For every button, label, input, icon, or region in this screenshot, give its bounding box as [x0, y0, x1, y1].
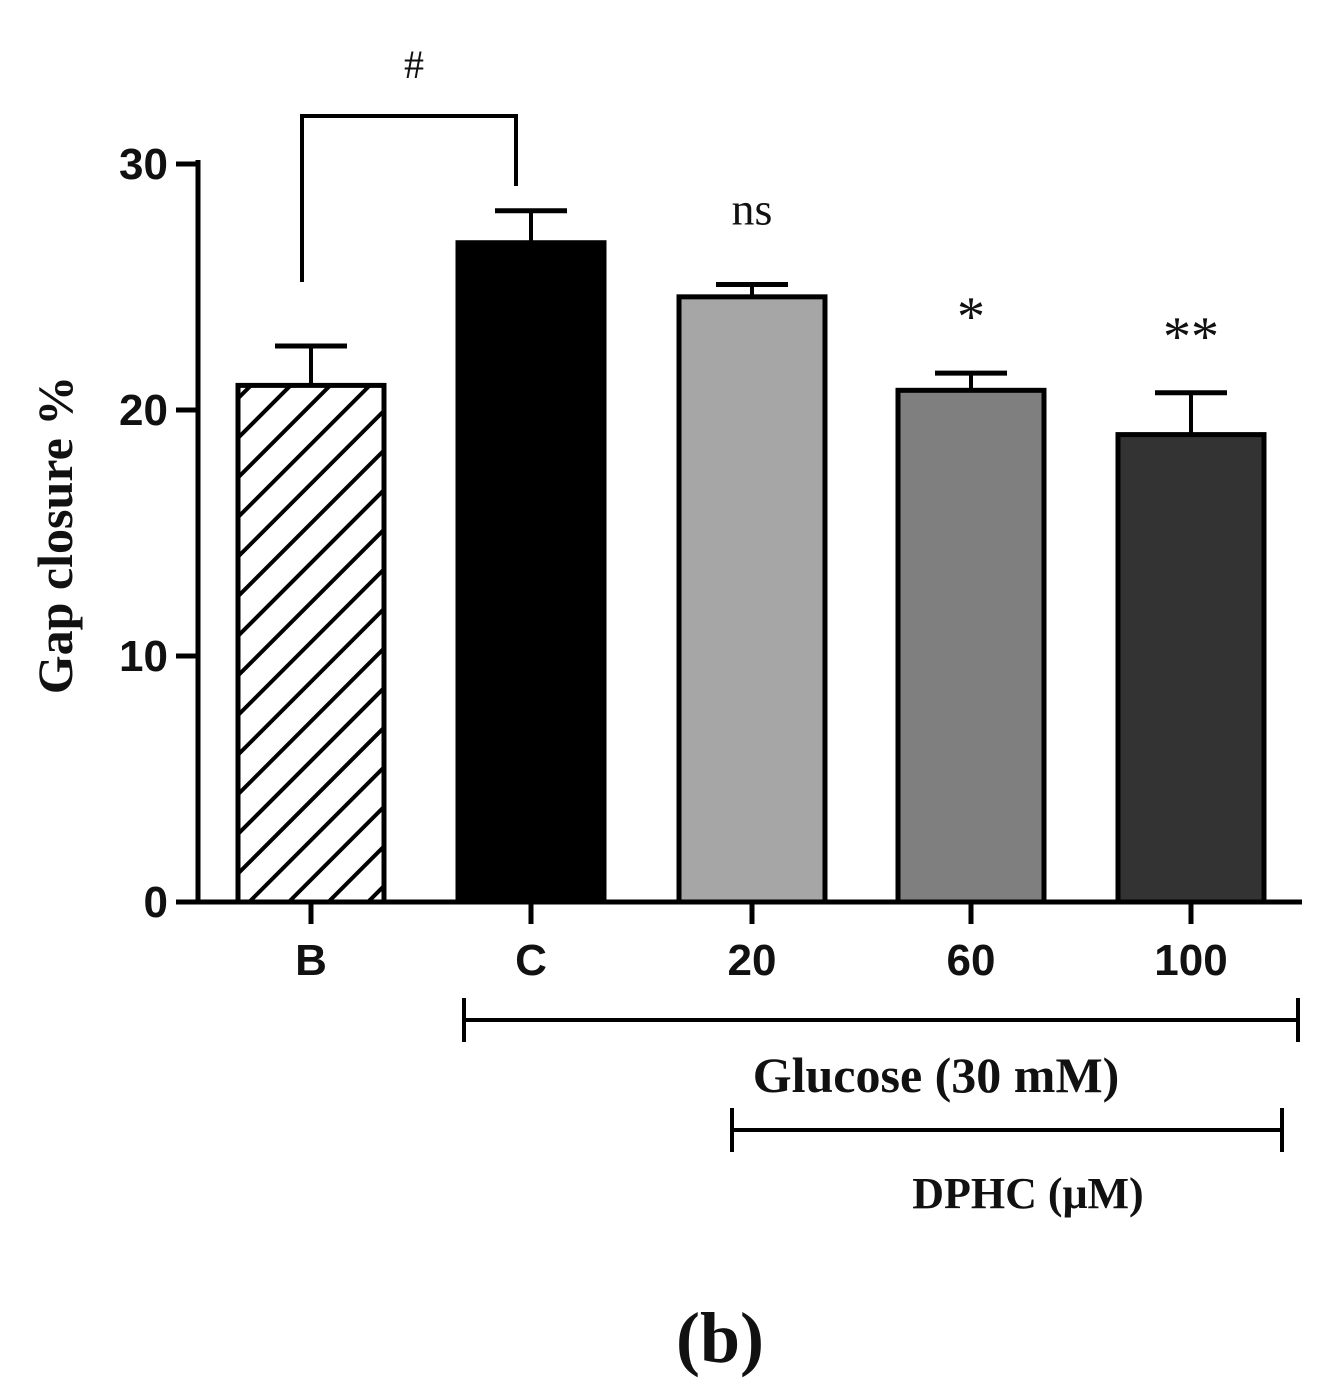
- y-axis-title: Gap closure %: [27, 376, 83, 695]
- bar-60: [895, 387, 1047, 905]
- significance-label: ns: [732, 184, 773, 235]
- bracket-line: [300, 114, 518, 282]
- x-ticks: B C 20 60 100: [295, 902, 1228, 985]
- bar-B: [235, 382, 387, 905]
- bar-C: [455, 240, 607, 905]
- bars: ns* **: [235, 184, 1267, 905]
- dphc-group: DPHC (μM): [730, 1108, 1284, 1218]
- y-tick-label: 30: [119, 140, 168, 189]
- glucose-group: Glucose (30 mM): [462, 998, 1300, 1103]
- significance-label: *: [957, 286, 985, 348]
- y-tick-label: 0: [144, 878, 168, 927]
- significance-label: **: [1163, 306, 1219, 368]
- x-tick-label: 60: [947, 936, 996, 985]
- comparison-bracket: #: [300, 42, 518, 282]
- x-tick-label: 100: [1154, 936, 1227, 985]
- bar-100: [1115, 432, 1267, 905]
- comparison-label: #: [404, 42, 424, 87]
- panel-label: (b): [676, 1298, 764, 1378]
- glucose-label: Glucose (30 mM): [753, 1047, 1120, 1103]
- x-tick-label: B: [295, 936, 327, 985]
- x-tick-label: C: [515, 936, 547, 985]
- x-tick-label: 20: [728, 936, 777, 985]
- y-ticks: 0 10 20 30: [119, 140, 198, 927]
- dphc-label: DPHC (μM): [912, 1169, 1143, 1218]
- y-tick-label: 20: [119, 386, 168, 435]
- y-tick-label: 10: [119, 632, 168, 681]
- bar-20: [676, 294, 828, 905]
